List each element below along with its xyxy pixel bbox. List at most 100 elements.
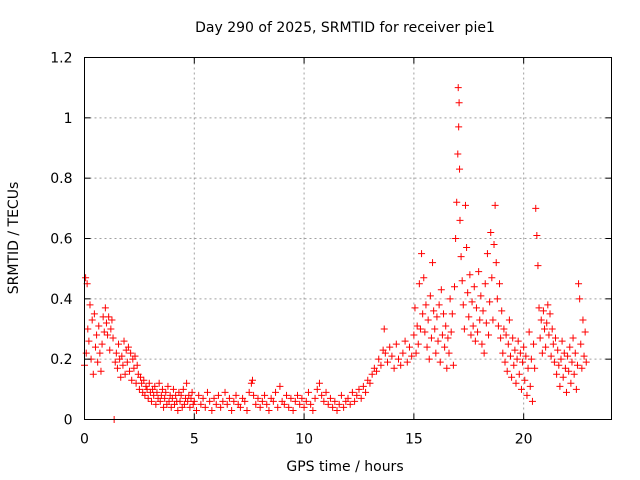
- data-point: [214, 391, 222, 399]
- data-point: [468, 298, 476, 306]
- data-point: [245, 388, 253, 396]
- data-point: [578, 364, 586, 372]
- data-point: [142, 382, 150, 390]
- data-point: [510, 361, 518, 369]
- data-point: [333, 406, 341, 414]
- data-point: [91, 343, 99, 351]
- data-point: [344, 394, 352, 402]
- data-point: [455, 99, 463, 107]
- data-point: [500, 325, 508, 333]
- data-point: [554, 346, 562, 354]
- data-point: [85, 337, 93, 345]
- data-point: [526, 382, 534, 390]
- data-point: [547, 352, 555, 360]
- data-point: [219, 397, 227, 405]
- data-point: [243, 406, 251, 414]
- data-point: [130, 364, 138, 372]
- data-point: [151, 382, 159, 390]
- data-point: [285, 403, 293, 411]
- data-point: [96, 349, 104, 357]
- data-point: [118, 352, 126, 360]
- data-point: [509, 334, 517, 342]
- data-point: [427, 334, 435, 342]
- data-point: [287, 394, 295, 402]
- data-point: [440, 310, 448, 318]
- data-point: [296, 400, 304, 408]
- data-point: [307, 400, 315, 408]
- data-point: [283, 391, 291, 399]
- data-point: [276, 382, 284, 390]
- data-point: [311, 394, 319, 402]
- data-point: [415, 280, 423, 288]
- data-point: [532, 204, 540, 212]
- x-tick-label: 10: [295, 432, 313, 448]
- data-point: [467, 331, 475, 339]
- data-point: [145, 379, 153, 387]
- data-point: [326, 394, 334, 402]
- data-point: [280, 400, 288, 408]
- data-point: [126, 367, 134, 375]
- data-point: [501, 358, 509, 366]
- data-point: [232, 391, 240, 399]
- data-point: [82, 274, 90, 282]
- data-point: [217, 403, 225, 411]
- data-point: [206, 397, 214, 405]
- data-point: [567, 379, 575, 387]
- data-point: [107, 325, 115, 333]
- data-point: [527, 355, 535, 363]
- data-point: [549, 340, 557, 348]
- data-point: [454, 150, 462, 158]
- data-point: [577, 340, 585, 348]
- data-point: [516, 349, 524, 357]
- data-point: [508, 373, 516, 381]
- data-point: [517, 385, 525, 393]
- data-point: [562, 388, 570, 396]
- data-point: [403, 358, 411, 366]
- data-point: [168, 394, 176, 402]
- data-point: [537, 316, 545, 324]
- data-point: [97, 367, 105, 375]
- data-point: [221, 388, 229, 396]
- data-point: [580, 352, 588, 360]
- data-point: [461, 201, 469, 209]
- data-point: [530, 340, 538, 348]
- data-point: [90, 310, 98, 318]
- data-point: [120, 337, 128, 345]
- data-point: [448, 310, 456, 318]
- data-point: [514, 337, 522, 345]
- data-point: [566, 343, 574, 351]
- data-point: [188, 388, 196, 396]
- data-point: [491, 201, 499, 209]
- data-point: [261, 391, 269, 399]
- data-point: [104, 331, 112, 339]
- data-point: [477, 292, 485, 300]
- data-point: [512, 379, 520, 387]
- data-point: [203, 388, 211, 396]
- data-point: [470, 283, 478, 291]
- data-point: [82, 349, 90, 357]
- data-point: [475, 268, 483, 276]
- data-point: [147, 397, 155, 405]
- data-point: [457, 253, 465, 261]
- data-point: [373, 367, 381, 375]
- data-point: [456, 216, 464, 224]
- data-point: [564, 352, 572, 360]
- data-point: [488, 274, 496, 282]
- data-point: [140, 376, 148, 384]
- data-point: [482, 319, 490, 327]
- data-point: [479, 307, 487, 315]
- data-point: [522, 352, 530, 360]
- data-point: [128, 376, 136, 384]
- data-point: [543, 319, 551, 327]
- data-point: [552, 334, 560, 342]
- data-point: [348, 388, 356, 396]
- data-point: [274, 403, 282, 411]
- data-point: [300, 403, 308, 411]
- data-point: [384, 358, 392, 366]
- data-point: [480, 349, 488, 357]
- x-tick-label: 20: [515, 432, 533, 448]
- data-point: [535, 304, 543, 312]
- data-point: [436, 358, 444, 366]
- data-point: [548, 325, 556, 333]
- data-point: [430, 307, 438, 315]
